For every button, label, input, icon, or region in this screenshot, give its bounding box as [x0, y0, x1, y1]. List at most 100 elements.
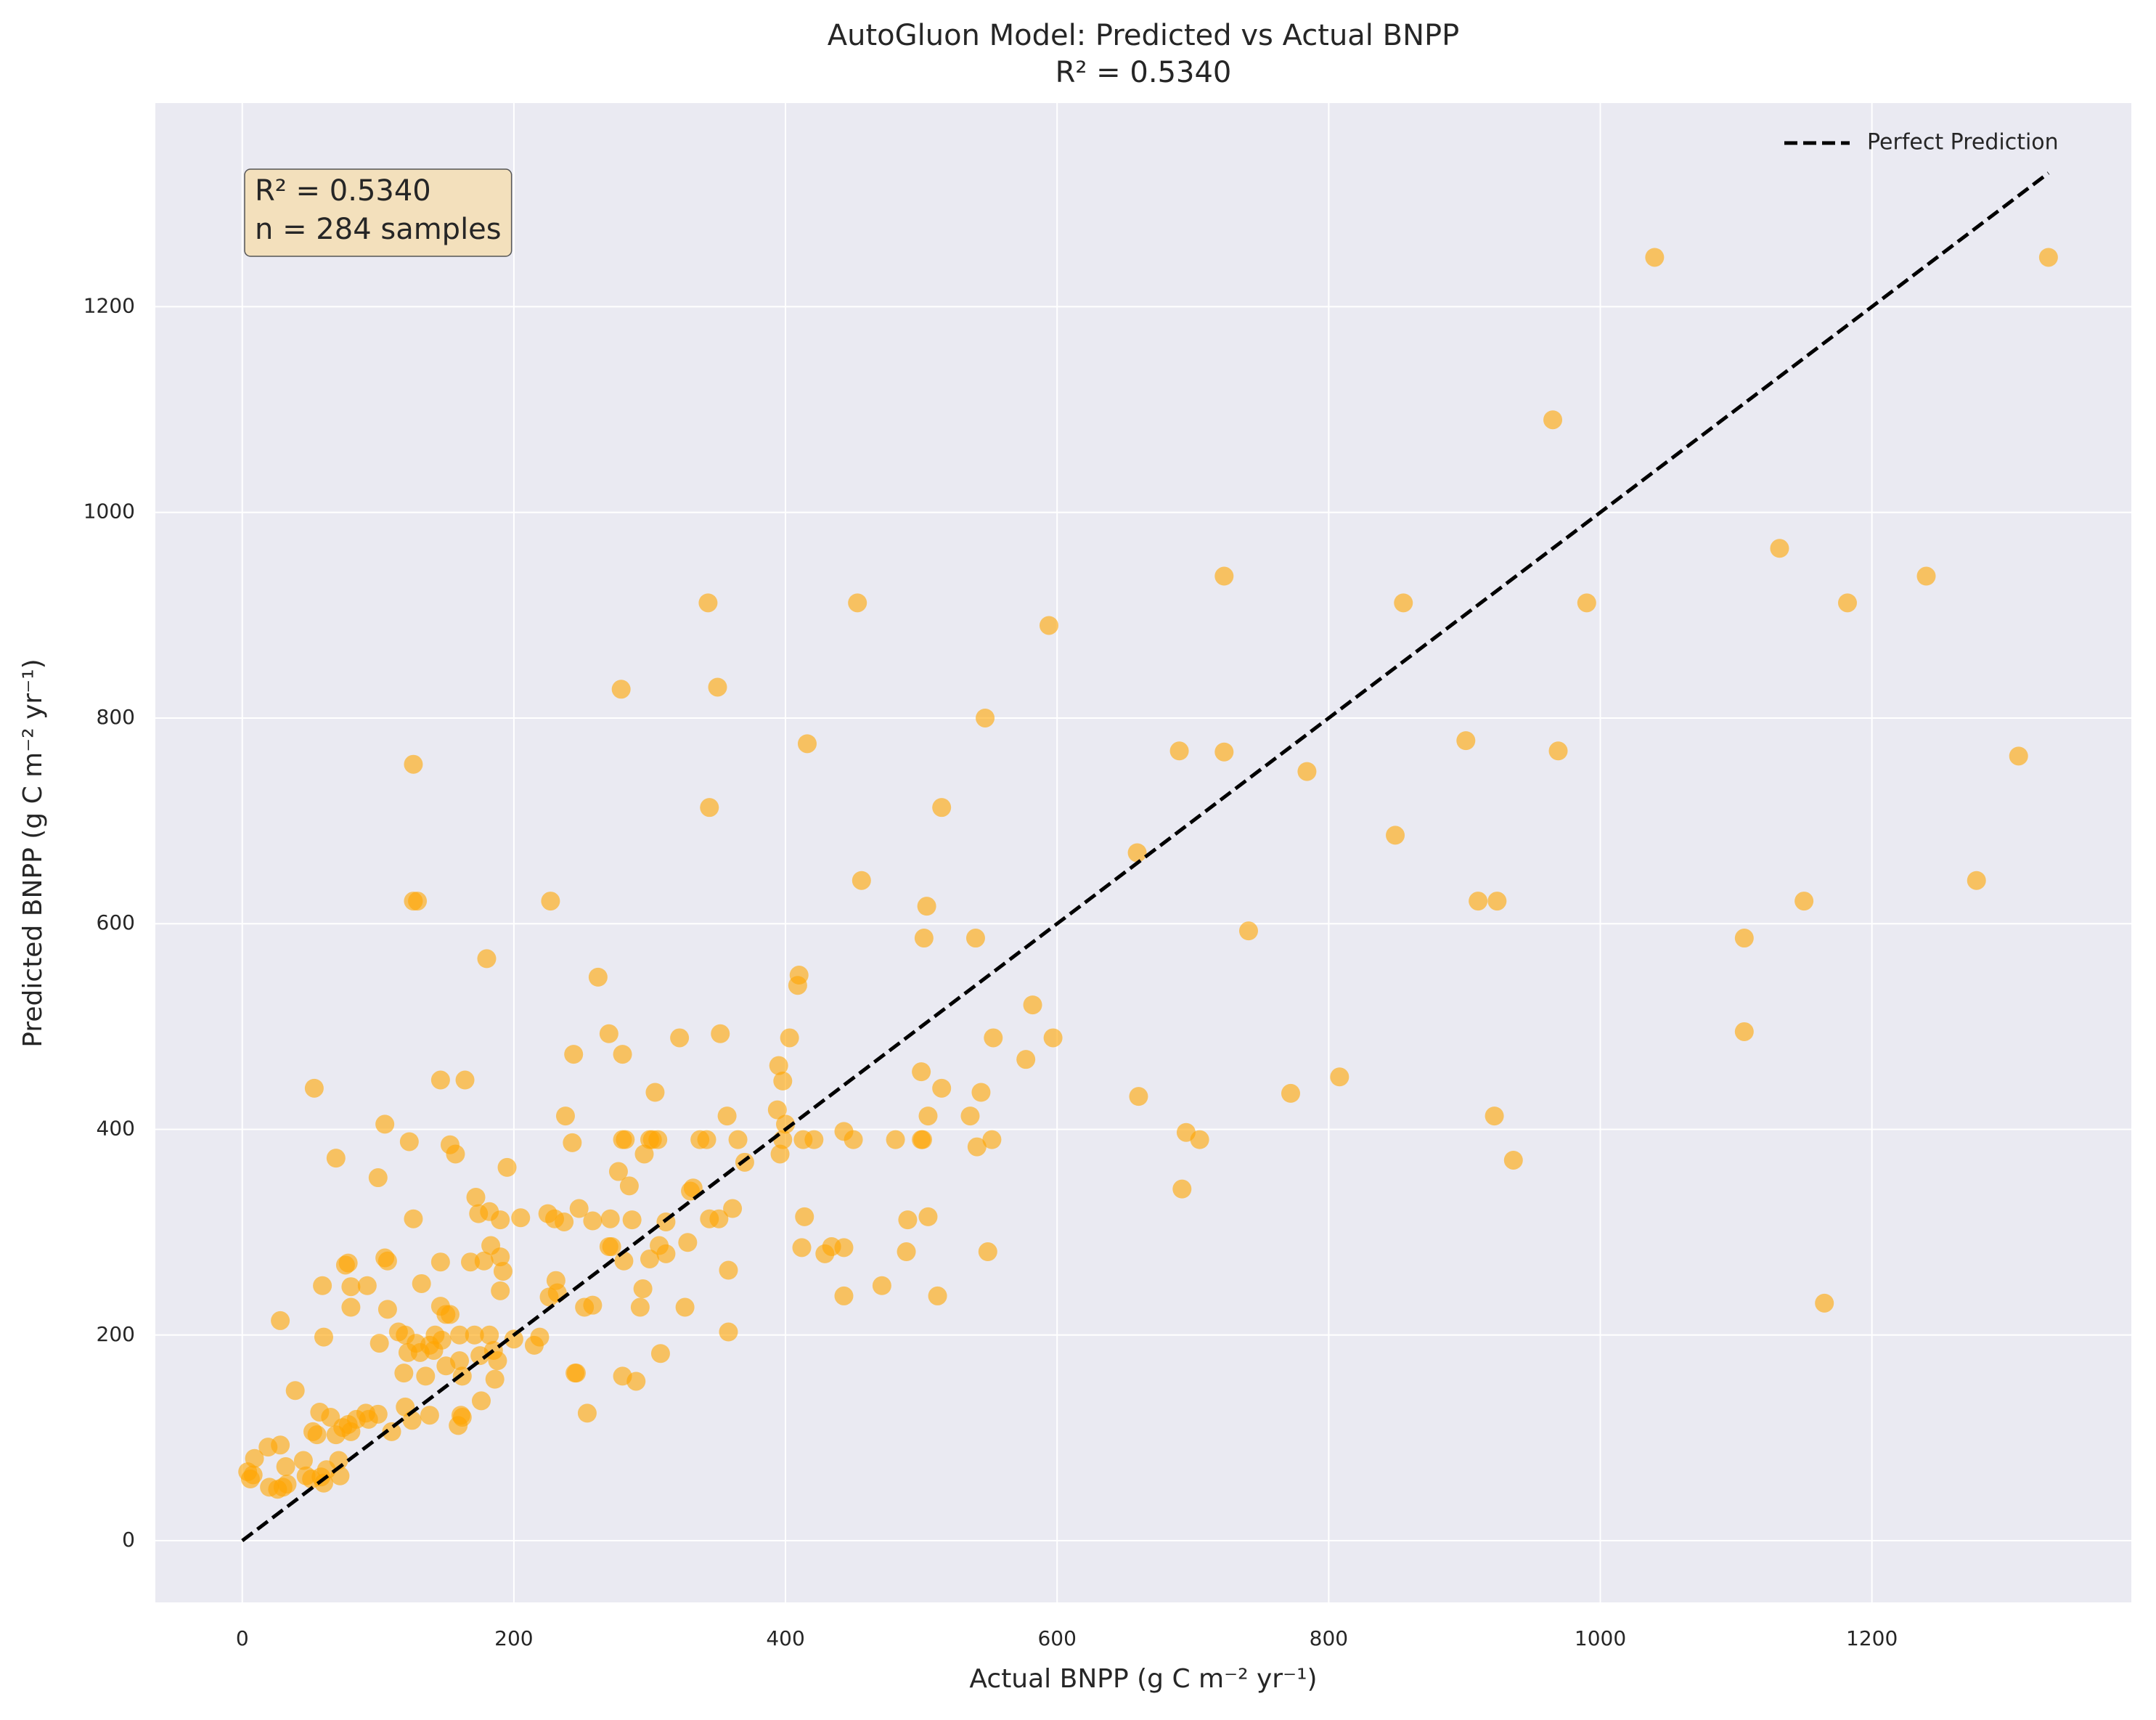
- scatter-point: [491, 1247, 510, 1267]
- scatter-point: [307, 1425, 327, 1445]
- scatter-point: [872, 1276, 891, 1295]
- scatter-point: [491, 1210, 510, 1230]
- scatter-point: [541, 892, 560, 911]
- scatter-point: [488, 1351, 507, 1371]
- scatter-point: [619, 1176, 639, 1196]
- x-axis-label: Actual BNPP (g C m⁻² yr⁻¹): [969, 1664, 1317, 1694]
- scatter-point: [971, 1083, 991, 1102]
- scatter-point: [650, 1344, 670, 1364]
- scatter-point: [375, 1114, 395, 1134]
- scatter-point: [773, 1071, 793, 1091]
- y-tick-label: 1200: [83, 293, 135, 317]
- scatter-point: [466, 1187, 486, 1207]
- scatter-point: [852, 871, 871, 890]
- scatter-point: [678, 1233, 698, 1252]
- annotation-text: R² = 0.5340: [255, 174, 431, 208]
- scatter-point: [804, 1130, 824, 1149]
- scatter-point: [440, 1305, 460, 1324]
- scatter-point: [555, 1106, 575, 1126]
- scatter-point: [404, 754, 423, 774]
- y-tick-label: 400: [97, 1116, 135, 1140]
- x-tick-label: 0: [236, 1626, 249, 1650]
- scatter-point: [719, 1322, 738, 1342]
- scatter-point: [583, 1295, 603, 1315]
- scatter-point: [611, 680, 631, 699]
- scatter-point: [633, 1279, 653, 1299]
- annotation-text: n = 284 samples: [255, 213, 502, 246]
- x-tick-label: 1000: [1575, 1626, 1626, 1650]
- scatter-point: [711, 1024, 730, 1043]
- scatter-point: [614, 1251, 634, 1271]
- scatter-point: [2009, 746, 2028, 766]
- scatter-point: [1190, 1130, 1209, 1149]
- scatter-point: [382, 1422, 401, 1441]
- scatter-point: [788, 976, 807, 995]
- scatter-point: [1386, 826, 1405, 845]
- scatter-point: [1487, 892, 1507, 911]
- scatter-point: [1838, 593, 1858, 613]
- scatter-point: [1734, 929, 1754, 948]
- scatter-point: [1169, 741, 1189, 761]
- y-tick-label: 600: [97, 910, 135, 934]
- scatter-point: [471, 1391, 491, 1411]
- scatter-point: [634, 1144, 654, 1164]
- scatter-point: [1967, 871, 1986, 890]
- scatter-point: [465, 1325, 484, 1345]
- scatter-point: [577, 1403, 597, 1423]
- scatter-point: [1577, 593, 1596, 613]
- scatter-point: [277, 1475, 297, 1494]
- scatter-point: [1238, 921, 1258, 941]
- scatter-point: [719, 1260, 738, 1280]
- scatter-point: [341, 1422, 361, 1441]
- scatter-point: [240, 1470, 260, 1489]
- scatter-point: [976, 708, 995, 727]
- reference-line: [241, 171, 2050, 1543]
- scatter-point: [412, 1273, 431, 1293]
- scatter-point: [416, 1366, 436, 1386]
- scatter-point: [1023, 995, 1042, 1015]
- scatter-point: [815, 1244, 835, 1263]
- scatter-point: [640, 1249, 659, 1268]
- scatter-point: [675, 1297, 695, 1317]
- scatter-point: [792, 1238, 812, 1258]
- scatter-point: [285, 1381, 305, 1401]
- scatter-point: [630, 1297, 650, 1317]
- scatter-point: [932, 1078, 952, 1098]
- scatter-point: [436, 1356, 456, 1376]
- x-tick-label: 1200: [1846, 1626, 1898, 1650]
- scatter-point: [886, 1130, 905, 1149]
- scatter-point: [402, 1411, 422, 1430]
- scatter-point: [493, 1261, 513, 1281]
- scatter-point: [608, 1162, 628, 1181]
- scatter-point: [1456, 731, 1476, 751]
- scatter-point: [326, 1425, 346, 1445]
- scatter-point: [430, 1070, 450, 1090]
- scatter-point: [583, 1211, 603, 1231]
- scatter-point: [394, 1364, 414, 1383]
- scatter-point: [770, 1144, 790, 1164]
- y-tick-label: 1000: [83, 500, 135, 523]
- scatter-point: [1794, 892, 1814, 911]
- scatter-point: [602, 1236, 621, 1256]
- scatter-point: [967, 1137, 987, 1157]
- annotation-box: R² = 0.5340 n = 284 samples: [244, 168, 513, 257]
- scatter-point: [330, 1466, 350, 1485]
- scatter-point: [1394, 593, 1413, 613]
- scatter-point: [600, 1209, 620, 1228]
- scatter-point: [1129, 1087, 1148, 1106]
- scatter-point: [1503, 1150, 1523, 1170]
- scatter-point: [477, 949, 497, 969]
- scatter-point: [626, 1371, 646, 1391]
- scatter-point: [1916, 566, 1936, 586]
- scatter-point: [1543, 410, 1563, 430]
- scatter-point: [1330, 1067, 1349, 1087]
- chart-title: AutoGluon Model: Predicted vs Actual BNP…: [828, 19, 1460, 52]
- scatter-point: [314, 1327, 333, 1347]
- scatter-point: [1548, 741, 1568, 761]
- scatter-point: [377, 1251, 397, 1271]
- scatter-point: [834, 1286, 854, 1305]
- scatter-point: [455, 1070, 475, 1090]
- scatter-point: [1214, 566, 1234, 586]
- scatter-point: [399, 1132, 419, 1152]
